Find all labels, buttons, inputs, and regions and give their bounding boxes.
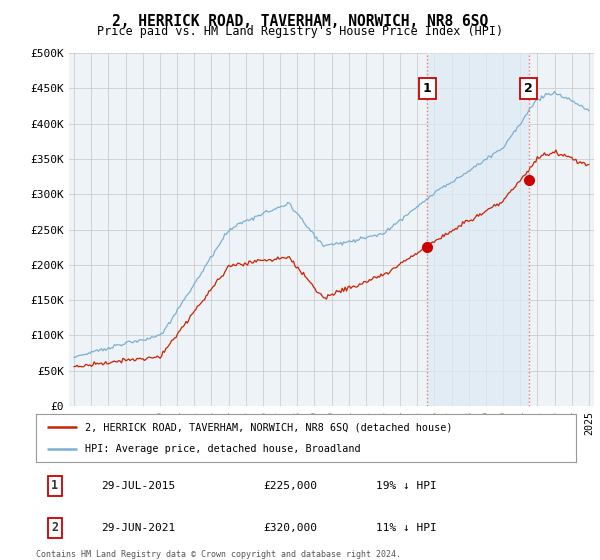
Text: Price paid vs. HM Land Registry's House Price Index (HPI): Price paid vs. HM Land Registry's House … bbox=[97, 25, 503, 38]
Text: 29-JUN-2021: 29-JUN-2021 bbox=[101, 523, 175, 533]
Text: £225,000: £225,000 bbox=[263, 481, 317, 491]
Text: 2: 2 bbox=[524, 82, 533, 95]
Text: 2, HERRICK ROAD, TAVERHAM, NORWICH, NR8 6SQ (detached house): 2, HERRICK ROAD, TAVERHAM, NORWICH, NR8 … bbox=[85, 422, 452, 432]
Text: Contains HM Land Registry data © Crown copyright and database right 2024.
This d: Contains HM Land Registry data © Crown c… bbox=[36, 550, 401, 560]
Text: 11% ↓ HPI: 11% ↓ HPI bbox=[376, 523, 437, 533]
Text: 2, HERRICK ROAD, TAVERHAM, NORWICH, NR8 6SQ: 2, HERRICK ROAD, TAVERHAM, NORWICH, NR8 … bbox=[112, 14, 488, 29]
Text: 19% ↓ HPI: 19% ↓ HPI bbox=[376, 481, 437, 491]
Text: 1: 1 bbox=[423, 82, 431, 95]
Text: HPI: Average price, detached house, Broadland: HPI: Average price, detached house, Broa… bbox=[85, 444, 360, 454]
Text: £320,000: £320,000 bbox=[263, 523, 317, 533]
Text: 29-JUL-2015: 29-JUL-2015 bbox=[101, 481, 175, 491]
Bar bbox=[427, 53, 529, 406]
Text: 2: 2 bbox=[52, 521, 58, 534]
Text: 1: 1 bbox=[52, 479, 58, 492]
